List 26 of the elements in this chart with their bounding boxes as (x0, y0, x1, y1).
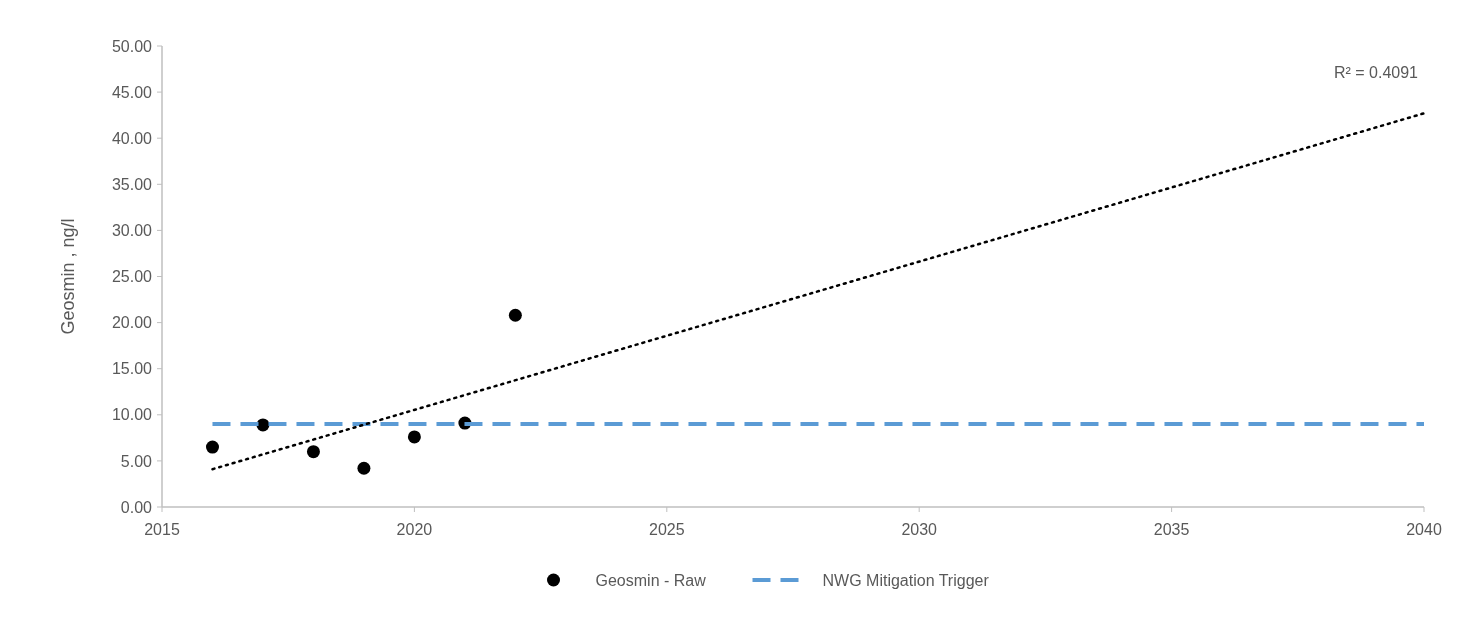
legend-label: Geosmin - Raw (595, 571, 707, 589)
y-axis-title: Geosmin , ng/l (58, 218, 78, 335)
y-tick-label: 15.00 (111, 360, 153, 378)
y-tick-label: 5.00 (120, 452, 153, 470)
x-tick-label: 2040 (1406, 521, 1442, 538)
x-tick-label: 2015 (144, 521, 180, 538)
y-tick-label: 45.00 (111, 83, 153, 101)
point (508, 308, 522, 322)
y-tick-label: 35.00 (111, 175, 153, 193)
y-tick-label: 40.00 (111, 129, 153, 147)
y-tick-label: 50.00 (111, 37, 153, 55)
x-tick-label: 2030 (901, 521, 938, 538)
y-tick-label: 30.00 (111, 222, 153, 239)
y-tick-label: 0.00 (120, 498, 153, 516)
y-tick-label: 20.00 (111, 314, 153, 332)
x-tick-label: 2020 (396, 521, 433, 538)
y-tick-label: 25.00 (111, 268, 153, 286)
legend-label: NWG Mitigation Trigger (822, 571, 990, 589)
point (407, 430, 421, 444)
point (306, 445, 320, 459)
x-tick-label: 2035 (1153, 521, 1190, 538)
x-tick-label: 2025 (649, 521, 685, 538)
point (357, 461, 371, 475)
point (205, 440, 219, 454)
annotation: R² = 0.4091 (1333, 64, 1419, 81)
y-tick-label: 10.00 (111, 406, 153, 424)
